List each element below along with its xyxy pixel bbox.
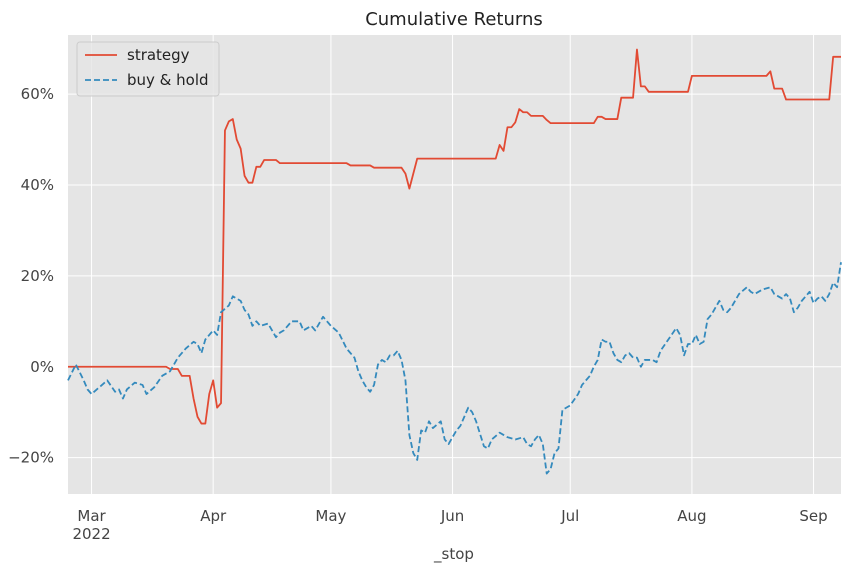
x-tick-label: May bbox=[315, 507, 346, 525]
plot-area bbox=[68, 35, 841, 494]
y-tick-label: 60% bbox=[21, 85, 54, 103]
x-tick-label: Apr bbox=[200, 507, 227, 525]
x-tick-label: Jul bbox=[560, 507, 579, 525]
series-lines bbox=[67, 48, 842, 475]
legend-entry: strategy bbox=[127, 46, 190, 64]
x-tick-label: Jun bbox=[440, 507, 464, 525]
x-tick-label: Aug bbox=[677, 507, 706, 525]
legend: strategy buy & hold bbox=[76, 41, 220, 97]
x-tick-sublabel: 2022 bbox=[72, 525, 110, 543]
y-tick-label: −20% bbox=[8, 449, 54, 467]
chart-title: Cumulative Returns bbox=[365, 9, 543, 30]
grid-lines bbox=[68, 35, 841, 494]
legend-entry: buy & hold bbox=[127, 71, 209, 89]
x-tick-label: Mar bbox=[77, 507, 106, 525]
series-line-buy-hold bbox=[67, 262, 842, 475]
y-tick-label: 40% bbox=[21, 176, 54, 194]
x-axis-label: _stop bbox=[433, 545, 474, 564]
y-axis: −20% 0% 20% 40% 60% bbox=[8, 85, 54, 467]
series-line-strategy bbox=[68, 48, 841, 425]
y-tick-label: 20% bbox=[21, 267, 54, 285]
y-tick-label: 0% bbox=[30, 358, 54, 376]
x-tick-label: Sep bbox=[799, 507, 827, 525]
